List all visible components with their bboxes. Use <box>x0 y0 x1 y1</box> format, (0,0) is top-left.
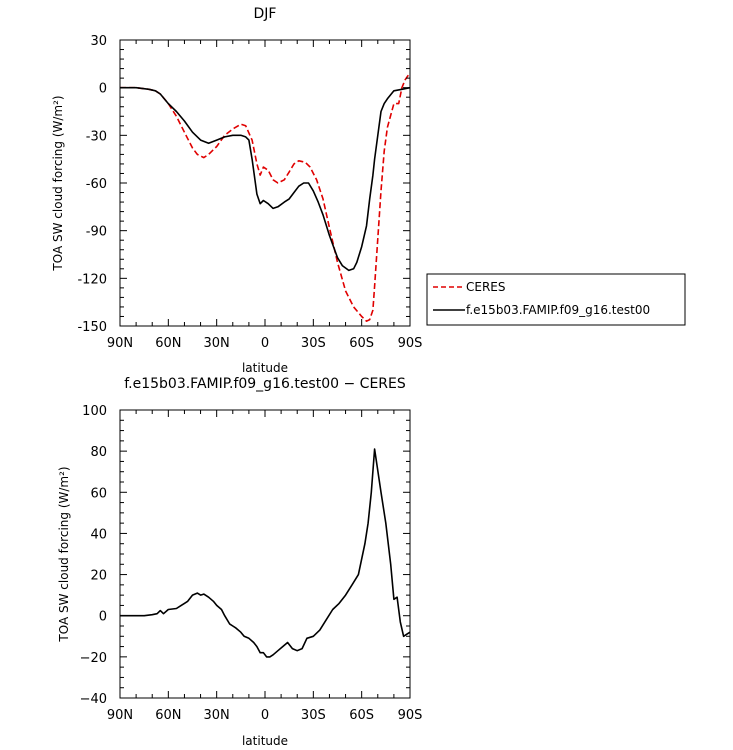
y-tick-label: -120 <box>77 272 107 287</box>
y-tick-label: -30 <box>86 129 107 144</box>
y-tick-label: −20 <box>80 651 107 666</box>
chart-top: DJF TOA SW cloud forcing (W/m²) latitude… <box>51 6 686 375</box>
legend-model-label: f.e15b03.FAMIP.f09_g16.test00 <box>466 303 650 317</box>
x-tick-label: 0 <box>261 336 269 351</box>
x-tick-label: 60N <box>155 708 181 723</box>
axis-ticks: 90N 60N 30N 0 30S 60S 90S 100 80 60 40 20 0 −20 −40 <box>80 404 423 723</box>
y-tick-label: 0 <box>99 82 107 97</box>
x-tick-label: 30S <box>301 708 326 723</box>
chart-bottom: f.e15b03.FAMIP.f09_g16.test00 − CERES TO… <box>57 376 422 748</box>
y-tick-label: -90 <box>86 225 107 240</box>
series-line-1 <box>120 86 411 272</box>
x-tick-label: 30N <box>204 708 230 723</box>
y-tick-label: 100 <box>82 404 107 419</box>
x-tick-label: 60S <box>349 336 374 351</box>
x-tick-label: 60S <box>349 708 374 723</box>
y-tick-label: −40 <box>80 692 107 707</box>
x-tick-label: 30S <box>301 336 326 351</box>
y-tick-label: 40 <box>90 527 107 542</box>
series-line-0 <box>120 448 411 658</box>
x-axis-label: latitude <box>242 361 288 375</box>
y-tick-label: 30 <box>90 34 107 49</box>
x-tick-label: 60N <box>155 336 181 351</box>
plot-area <box>120 448 411 658</box>
y-tick-label: 60 <box>90 486 107 501</box>
y-axis-label-text: TOA SW cloud forcing (W/m²) <box>51 95 65 271</box>
y-tick-label: 0 <box>99 610 107 625</box>
x-axis-label: latitude <box>242 734 288 748</box>
axis-ticks: 90N 60N 30N 0 30S 60S 90S 30 0 -30 -60 -90 -120 -150 <box>77 34 422 351</box>
x-tick-label: 90S <box>398 708 423 723</box>
x-tick-label: 90N <box>107 336 133 351</box>
y-axis-label: TOA SW cloud forcing (W/m²) <box>57 466 71 642</box>
y-tick-label: -150 <box>77 320 107 335</box>
legend-box <box>426 273 686 326</box>
y-tick-label: -60 <box>86 177 107 192</box>
legend: CERES f.e15b03.FAMIP.f09_g16.test00 <box>426 273 686 326</box>
legend-ceres-label: CERES <box>466 280 506 294</box>
series-line-0 <box>120 74 410 323</box>
y-axis-label-text: TOA SW cloud forcing (W/m²) <box>57 466 71 642</box>
plot-frame <box>119 39 411 327</box>
x-tick-label: 30N <box>204 336 230 351</box>
chart-title: DJF <box>254 6 277 22</box>
plot-area <box>120 74 411 323</box>
x-tick-label: 90N <box>107 708 133 723</box>
x-tick-label: 90S <box>398 336 423 351</box>
x-tick-label: 0 <box>261 708 269 723</box>
y-tick-label: 80 <box>90 445 107 460</box>
y-tick-label: 20 <box>90 569 107 584</box>
y-axis-label: TOA SW cloud forcing (W/m²) <box>51 95 65 271</box>
chart-title: f.e15b03.FAMIP.f09_g16.test00 − CERES <box>124 376 406 392</box>
